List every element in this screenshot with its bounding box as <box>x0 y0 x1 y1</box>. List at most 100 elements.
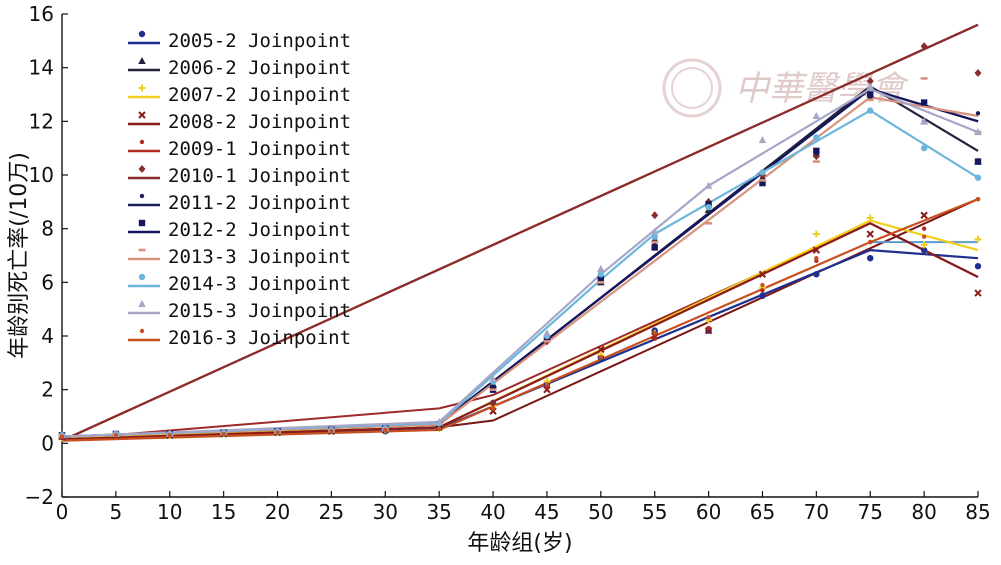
data-point <box>813 134 820 141</box>
legend-marker <box>138 57 146 64</box>
data-point <box>651 244 658 251</box>
x-tick-label: 20 <box>265 500 290 524</box>
legend-label: 2007-2 Joinpoint <box>168 84 351 106</box>
y-axis-title: 年龄别死亡率(/10万) <box>7 152 32 359</box>
data-point <box>435 417 443 425</box>
data-point <box>760 282 765 288</box>
cross-stroke <box>597 345 605 354</box>
y-tick-label: 8 <box>41 217 54 241</box>
data-point <box>704 181 713 189</box>
legend-item: 2012-2 Joinpoint <box>128 219 351 241</box>
data-point <box>544 382 550 387</box>
data-point <box>974 263 982 270</box>
data-point <box>975 196 981 202</box>
legend-marker <box>138 30 146 38</box>
legend-label: 2014-3 Joinpoint <box>168 273 351 295</box>
data-point <box>920 117 928 125</box>
legend-item: 2006-2 Joinpoint <box>128 57 351 79</box>
legend-item: 2014-3 Joinpoint <box>128 273 351 295</box>
y-tick-label: −2 <box>25 485 54 509</box>
data-point <box>758 136 767 144</box>
legend-marker <box>138 84 146 92</box>
legend-item: 2009-1 Joinpoint <box>128 138 351 160</box>
x-tick-label: 65 <box>750 500 775 524</box>
data-point <box>706 315 711 320</box>
data-point <box>812 230 820 238</box>
legend-item: 2007-2 Joinpoint <box>128 84 351 106</box>
legend-label: 2016-3 Joinpoint <box>168 327 351 349</box>
x-tick-label: 45 <box>534 500 559 524</box>
data-point <box>759 179 766 187</box>
data-point <box>59 434 65 439</box>
data-point <box>167 433 172 438</box>
legend-marker <box>138 300 146 307</box>
legend-marker <box>139 193 145 199</box>
data-point <box>758 179 766 182</box>
y-tick-label: 4 <box>41 324 54 348</box>
legend-item: 2010-1 Joinpoint <box>128 165 351 187</box>
x-tick-label: 80 <box>911 500 936 524</box>
data-point <box>598 355 604 360</box>
data-markers <box>58 42 982 442</box>
legend-label: 2010-1 Joinpoint <box>168 165 351 187</box>
data-point <box>543 329 551 337</box>
legend-marker <box>138 165 146 173</box>
data-point <box>436 426 442 431</box>
y-tick-label: 6 <box>41 270 54 294</box>
data-point <box>705 204 712 211</box>
cross-stroke <box>812 246 821 254</box>
data-point <box>652 331 657 336</box>
data-point <box>221 431 226 437</box>
data-point <box>705 222 713 225</box>
legend-label: 2009-1 Joinpoint <box>168 138 351 160</box>
data-point <box>706 325 711 331</box>
data-point <box>866 230 874 238</box>
x-tick-label: 15 <box>211 500 236 524</box>
legend-item: 2008-2 Joinpoint <box>128 111 351 133</box>
data-point <box>759 292 766 299</box>
data-point <box>921 226 927 231</box>
axes: 0 5 10 15 20 25 30 35 40 45 50 55 60 65 70 75 80 85−20246… <box>25 2 991 524</box>
data-point <box>920 211 928 219</box>
x-tick-label: 75 <box>858 500 883 524</box>
data-point <box>867 107 874 114</box>
legend-item: 2015-3 Joinpoint <box>128 300 351 322</box>
data-point <box>920 246 928 254</box>
legend-item: 2005-2 Joinpoint <box>128 30 351 52</box>
data-point <box>597 271 605 278</box>
watermark-text: 中華醫學會 <box>735 69 910 109</box>
x-tick-label: 25 <box>319 500 344 524</box>
x-tick-label: 30 <box>373 500 398 524</box>
data-point <box>651 233 658 240</box>
legend-label: 2011-2 Joinpoint <box>168 192 351 214</box>
legend-label: 2012-2 Joinpoint <box>168 219 351 241</box>
data-point <box>921 234 927 239</box>
cross-stroke <box>920 211 928 219</box>
data-point <box>920 241 928 249</box>
legend-item: 2016-3 Joinpoint <box>128 327 351 349</box>
data-point <box>489 388 497 391</box>
watermark-seal-inner-icon <box>671 67 713 109</box>
watermark-seal-icon <box>662 58 722 118</box>
cross-stroke <box>758 270 767 278</box>
data-point <box>920 99 928 106</box>
y-tick-label: 10 <box>29 163 54 187</box>
legend-item: 2013-3 Joinpoint <box>128 246 351 268</box>
data-point <box>974 289 982 297</box>
y-tick-label: 14 <box>29 56 54 80</box>
legend-label: 2008-2 Joinpoint <box>168 111 351 133</box>
legend-label: 2015-3 Joinpoint <box>168 300 351 322</box>
fit-lines <box>61 23 979 442</box>
legend-marker <box>138 248 146 252</box>
x-tick-label: 50 <box>588 500 613 524</box>
data-point <box>920 144 928 152</box>
data-point <box>597 281 605 284</box>
data-point <box>866 77 874 86</box>
data-point <box>650 227 659 235</box>
cross-stroke <box>138 111 146 119</box>
x-tick-label: 40 <box>480 500 505 524</box>
legend-marker <box>138 273 146 281</box>
data-point <box>760 288 765 293</box>
